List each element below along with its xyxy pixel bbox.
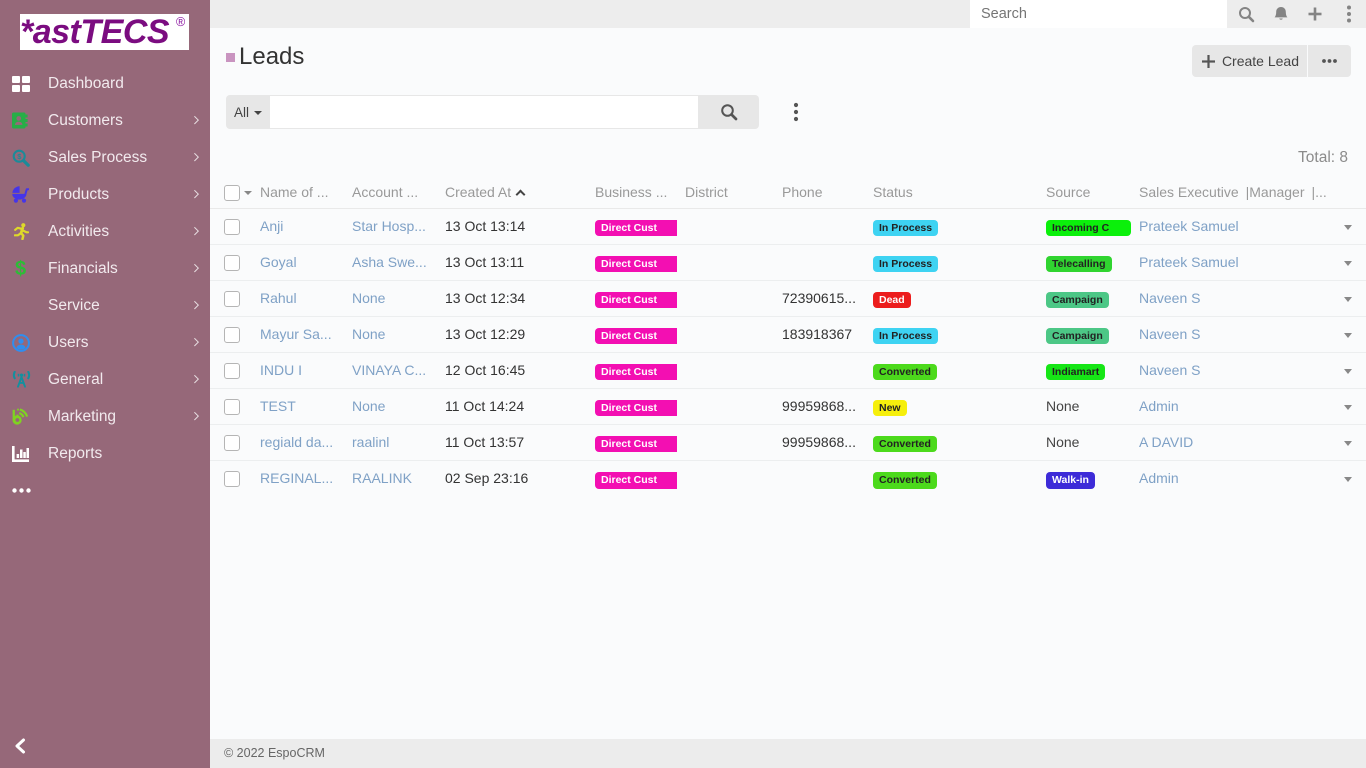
svg-text:$: $ bbox=[17, 152, 22, 161]
